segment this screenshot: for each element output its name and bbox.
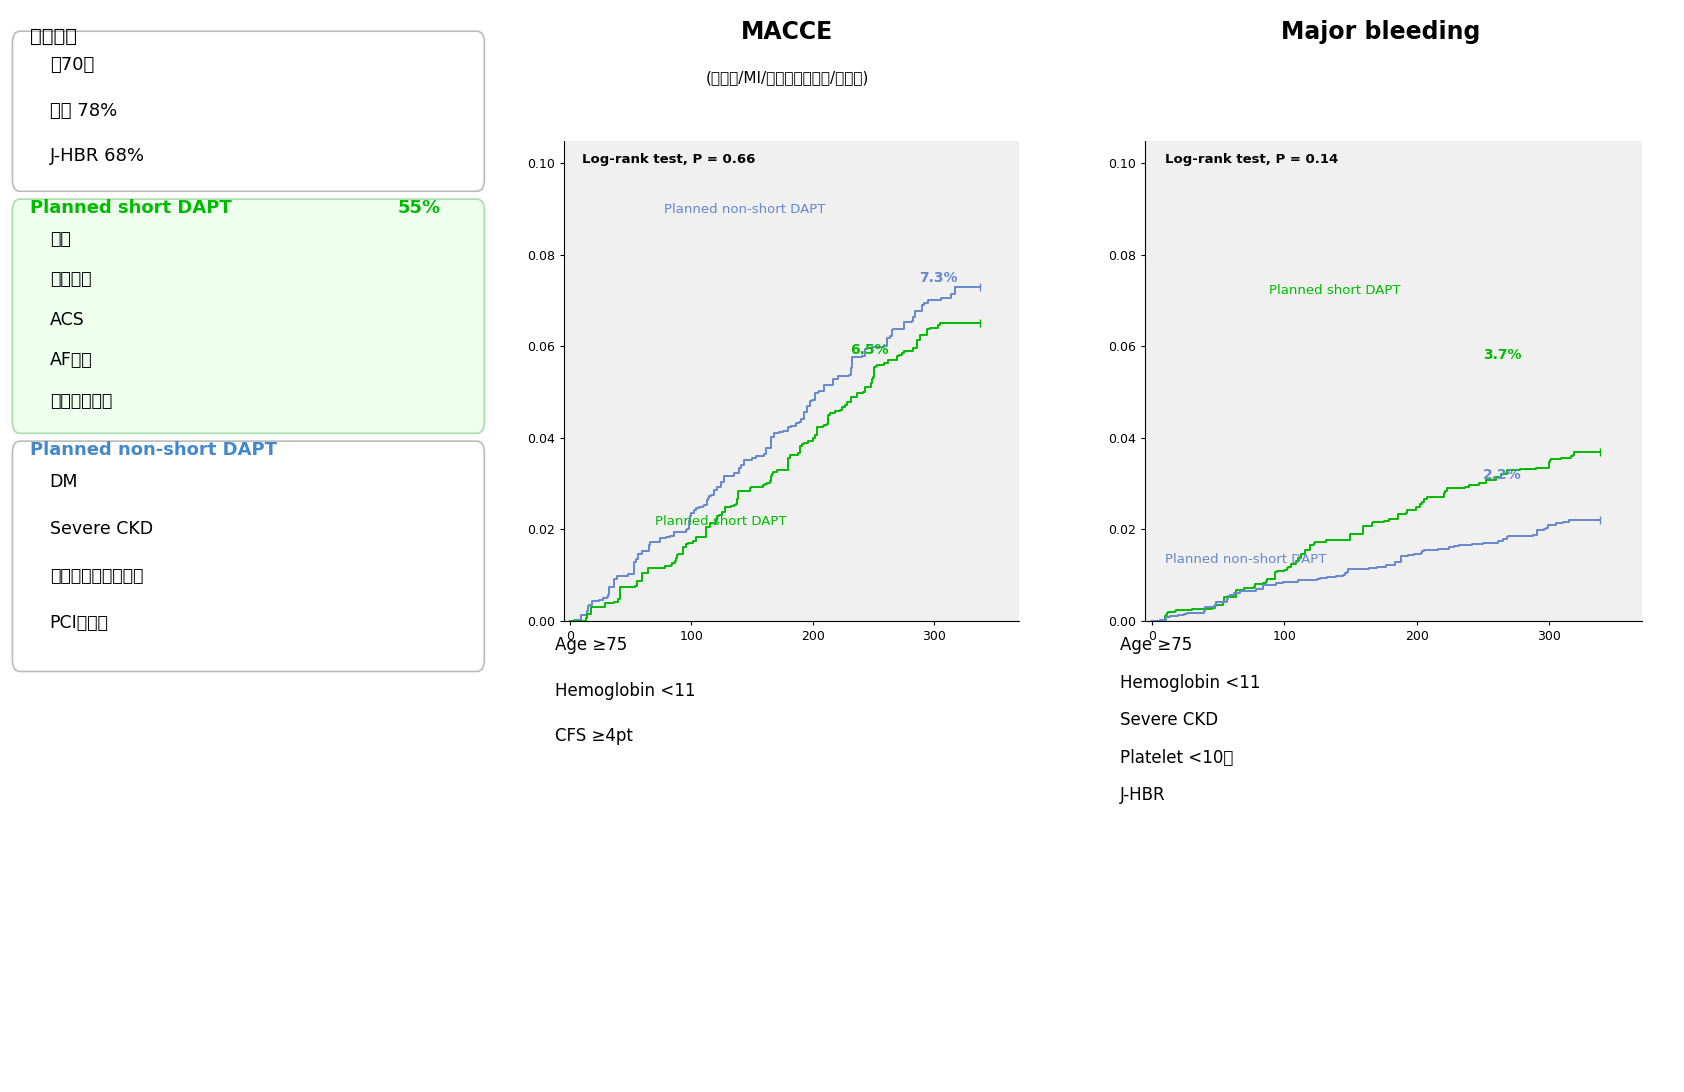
Text: (総死亡/MI/ステント血栓症/脳卒中): (総死亡/MI/ステント血栓症/脳卒中) [706, 70, 869, 85]
Text: 平70歳: 平70歳 [51, 56, 94, 74]
Text: 3.7%: 3.7% [1484, 348, 1521, 363]
Text: CFS ≥4pt: CFS ≥4pt [554, 727, 633, 745]
Text: AF合併: AF合併 [51, 352, 93, 369]
Text: 患者背景: 患者背景 [30, 27, 77, 46]
Text: Age ≥75: Age ≥75 [554, 637, 626, 654]
Text: J-HBR 68%: J-HBR 68% [51, 146, 145, 165]
FancyBboxPatch shape [12, 199, 485, 434]
Text: MACCE: MACCE [741, 20, 834, 44]
FancyBboxPatch shape [12, 441, 485, 672]
Text: Planned non-short DAPT: Planned non-short DAPT [663, 203, 825, 216]
Text: PCIの既往: PCIの既往 [51, 614, 108, 631]
Text: Hemoglobin <11: Hemoglobin <11 [554, 681, 695, 700]
Text: Severe CKD: Severe CKD [51, 520, 153, 538]
Text: Planned short DAPT: Planned short DAPT [1270, 284, 1401, 297]
Text: 末止血管疾患の既往: 末止血管疾患の既往 [51, 567, 143, 585]
FancyBboxPatch shape [12, 32, 485, 191]
Text: J-HBR: J-HBR [1120, 786, 1165, 804]
Text: 55%: 55% [397, 199, 441, 217]
Text: Planned non-short DAPT: Planned non-short DAPT [1165, 554, 1327, 566]
Text: 6.5%: 6.5% [850, 343, 889, 357]
Text: Age ≥75: Age ≥75 [1120, 637, 1192, 654]
Text: Planned non-short DAPT: Planned non-short DAPT [30, 441, 276, 459]
Text: フレイル: フレイル [51, 270, 91, 288]
Text: Platelet <10万: Platelet <10万 [1120, 749, 1234, 767]
Text: Log-rank test, P = 0.66: Log-rank test, P = 0.66 [583, 153, 756, 166]
Text: Planned short DAPT: Planned short DAPT [655, 514, 786, 527]
Text: 抗凝固薬内服: 抗凝固薬内服 [51, 392, 111, 410]
Text: Log-rank test, P = 0.14: Log-rank test, P = 0.14 [1165, 153, 1339, 166]
Text: Planned short DAPT: Planned short DAPT [30, 199, 232, 217]
Text: Severe CKD: Severe CKD [1120, 711, 1218, 729]
Text: Major bleeding: Major bleeding [1282, 20, 1480, 44]
Text: 2.2%: 2.2% [1484, 468, 1522, 482]
Text: 女性: 女性 [51, 229, 71, 248]
Text: 嘴6: Planned short DAPT群とPlanned non-short DAPT群では
背景は異なるが、臨床転帰に統計学的な差は認めなかった。: 嘴6: Planned short DAPT群とPlanned non-shor… [30, 843, 1034, 922]
Text: DM: DM [51, 473, 77, 491]
Text: Hemoglobin <11: Hemoglobin <11 [1120, 674, 1261, 692]
Text: ACS: ACS [51, 311, 84, 329]
Text: 7.3%: 7.3% [919, 271, 957, 285]
Text: 男性 78%: 男性 78% [51, 102, 116, 119]
